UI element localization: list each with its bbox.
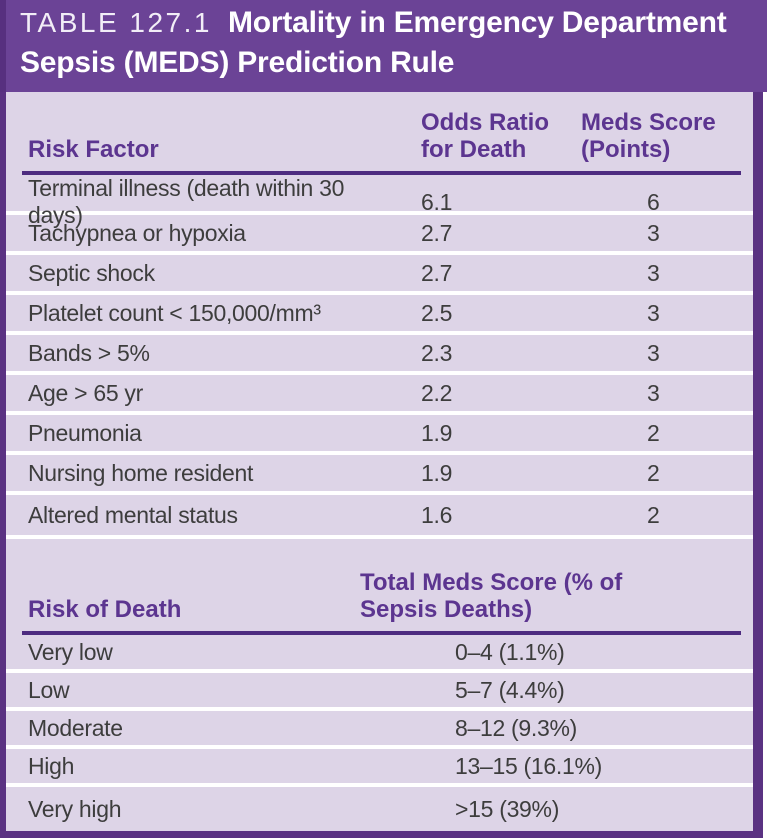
table-row: Moderate 8–12 (9.3%) [6,711,753,749]
meds-score-cell: 3 [647,299,660,326]
table-row: Platelet count < 150,000/mm³ 2.5 3 [6,295,753,335]
score-range-cell: 8–12 (9.3%) [455,714,577,741]
odds-ratio-cell: 2.2 [421,379,453,406]
risk-level-cell: Very high [28,795,122,822]
table-body: Risk Factor Odds Ratio for Death Meds Sc… [0,92,763,838]
odds-ratio-cell: 1.9 [421,459,453,486]
risk-level-cell: Very low [28,638,113,665]
score-range-cell: 13–15 (16.1%) [455,752,602,779]
score-range-cell: >15 (39%) [455,795,560,822]
score-range-cell: 5–7 (4.4%) [455,676,565,703]
meds-score-cell: 6 [647,188,660,215]
odds-ratio-cell: 1.9 [421,419,453,446]
risk-factor-cell: Pneumonia [28,419,142,446]
total-meds-score-column-header: Total Meds Score (% of Sepsis Deaths) [360,569,623,623]
table-row: Terminal illness (death within 30 days) … [6,175,753,228]
risk-factors-header-row: Risk Factor Odds Ratio for Death Meds Sc… [22,92,741,175]
odds-ratio-cell: 2.3 [421,339,453,366]
risk-factor-cell: Bands > 5% [28,339,150,366]
odds-ratio-cell: 2.7 [421,259,453,286]
table-row: Bands > 5% 2.3 3 [6,335,753,375]
table-row: High 13–15 (16.1%) [6,749,753,787]
risk-of-death-column-header: Risk of Death [28,596,182,623]
odds-ratio-cell: 6.1 [421,188,453,215]
risk-level-cell: Low [28,676,70,703]
meds-score-cell: 3 [647,379,660,406]
meds-score-cell: 3 [647,339,660,366]
risk-factor-cell: Altered mental status [28,501,238,528]
table-title-bar: TABLE 127.1 Mortality in Emergency Depart… [0,0,767,92]
risk-factor-cell: Platelet count < 150,000/mm³ [28,299,321,326]
risk-factor-cell: Septic shock [28,259,155,286]
risk-level-cell: High [28,752,75,779]
table-row: Nursing home resident 1.9 2 [6,455,753,495]
table-row: Very high >15 (39%) [6,787,753,831]
risk-factor-cell: Terminal illness (death within 30 days) [28,175,345,228]
risk-factor-cell: Age > 65 yr [28,379,143,406]
risk-factor-column-header: Risk Factor [28,136,159,163]
table-row: Age > 65 yr 2.2 3 [6,375,753,415]
table-row: Altered mental status 1.6 2 [6,495,753,539]
meds-score-column-header: Meds Score (Points) [581,109,716,163]
odds-ratio-column-header: Odds Ratio for Death [421,109,550,163]
table-number-label: TABLE 127.1 [20,7,212,38]
meds-score-cell: 2 [647,501,660,528]
odds-ratio-cell: 2.5 [421,299,453,326]
table-row: Low 5–7 (4.4%) [6,673,753,711]
risk-factor-cell: Nursing home resident [28,459,254,486]
odds-ratio-cell: 2.7 [421,219,453,246]
risk-factor-cell: Tachypnea or hypoxia [28,219,246,246]
risk-level-cell: Moderate [28,714,123,741]
meds-score-cell: 2 [647,459,660,486]
table-row: Tachypnea or hypoxia 2.7 3 [6,215,753,255]
table-title: Mortality in Emergency Department Sepsis… [20,6,727,79]
meds-score-cell: 3 [647,219,660,246]
meds-score-cell: 2 [647,419,660,446]
table-title-text: TABLE 127.1 Mortality in Emergency Depart… [20,5,732,85]
meds-score-cell: 3 [647,259,660,286]
odds-ratio-cell: 1.6 [421,501,453,528]
table-row: Very low 0–4 (1.1%) [6,635,753,673]
table-row: Pneumonia 1.9 2 [6,415,753,455]
risk-of-death-header-row: Risk of Death Total Meds Score (% of Sep… [22,539,741,635]
score-range-cell: 0–4 (1.1%) [455,638,565,665]
table-row: Septic shock 2.7 3 [6,255,753,295]
